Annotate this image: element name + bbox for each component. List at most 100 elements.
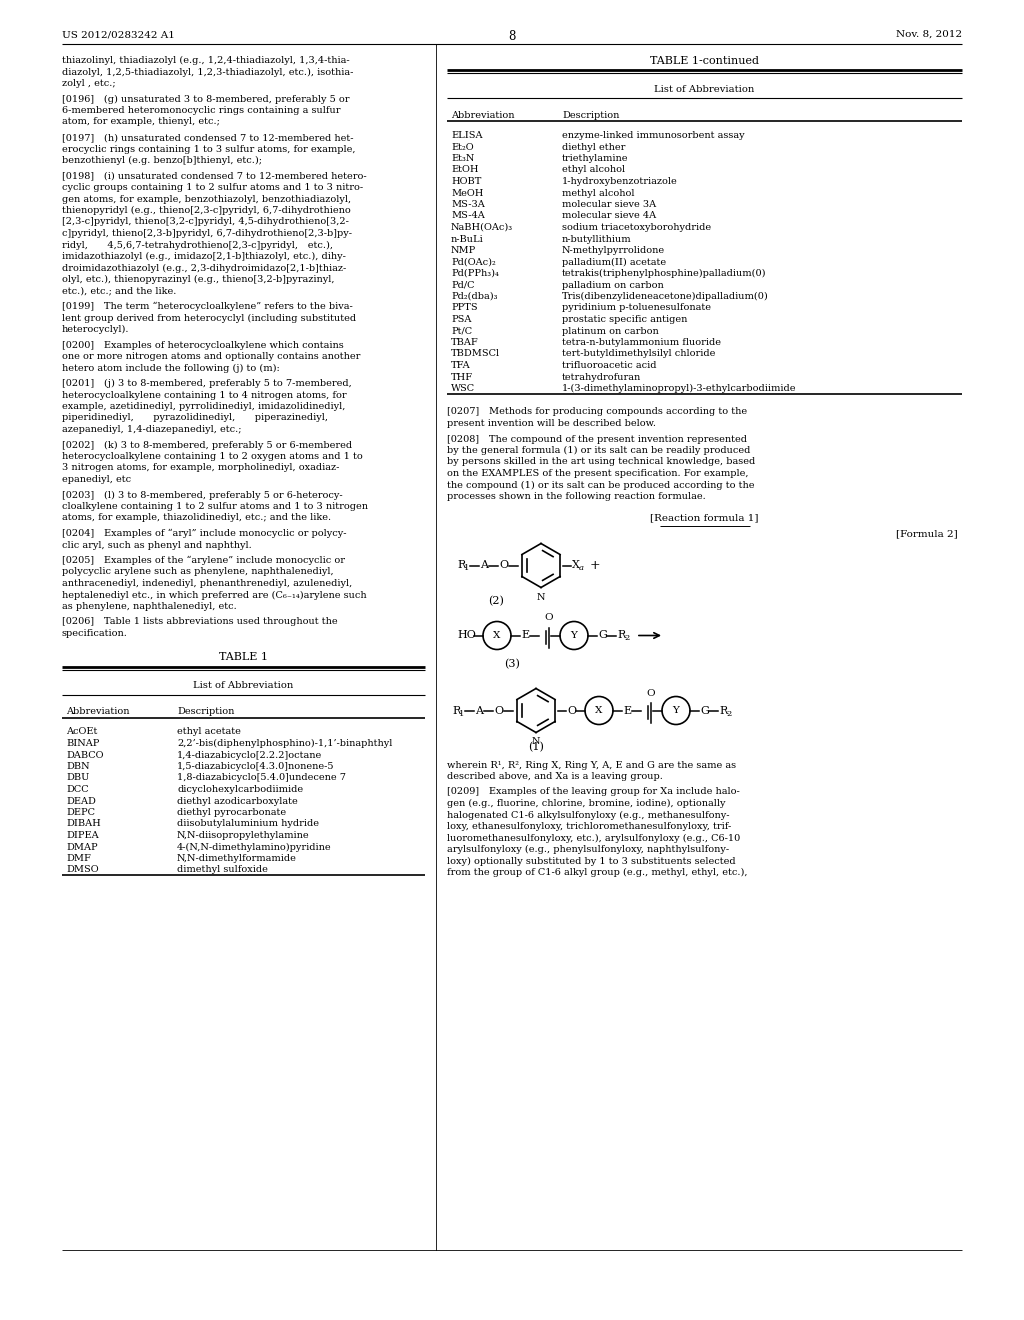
Text: anthracenediyl, indenediyl, phenanthrenediyl, azulenediyl,: anthracenediyl, indenediyl, phenanthrene… xyxy=(62,579,352,587)
Text: DEAD: DEAD xyxy=(66,796,96,805)
Text: a: a xyxy=(579,565,584,573)
Text: List of Abbreviation: List of Abbreviation xyxy=(194,681,294,690)
Text: diazolyl, 1,2,5-thiadiazolyl, 1,2,3-thiadiazolyl, etc.), isothia-: diazolyl, 1,2,5-thiadiazolyl, 1,2,3-thia… xyxy=(62,67,353,77)
Text: by persons skilled in the art using technical knowledge, based: by persons skilled in the art using tech… xyxy=(447,458,756,466)
Text: dimethyl sulfoxide: dimethyl sulfoxide xyxy=(177,866,268,874)
Text: polycyclic arylene such as phenylene, naphthalenediyl,: polycyclic arylene such as phenylene, na… xyxy=(62,568,334,577)
Text: platinum on carbon: platinum on carbon xyxy=(562,326,658,335)
Text: cloalkylene containing 1 to 2 sulfur atoms and 1 to 3 nitrogen: cloalkylene containing 1 to 2 sulfur ato… xyxy=(62,502,368,511)
Text: O: O xyxy=(647,689,655,697)
Text: Abbreviation: Abbreviation xyxy=(66,708,129,717)
Text: A: A xyxy=(480,561,488,570)
Text: diethyl pyrocarbonate: diethyl pyrocarbonate xyxy=(177,808,286,817)
Text: +: + xyxy=(586,558,601,572)
Text: 1,5-diazabicyclo[4.3.0]nonene-5: 1,5-diazabicyclo[4.3.0]nonene-5 xyxy=(177,762,335,771)
Text: EtOH: EtOH xyxy=(451,165,478,174)
Text: DIPEA: DIPEA xyxy=(66,832,98,840)
Text: DEPC: DEPC xyxy=(66,808,95,817)
Text: enzyme-linked immunosorbent assay: enzyme-linked immunosorbent assay xyxy=(562,131,744,140)
Text: benzothienyl (e.g. benzo[b]thienyl, etc.);: benzothienyl (e.g. benzo[b]thienyl, etc.… xyxy=(62,156,262,165)
Text: E: E xyxy=(623,705,631,715)
Text: halogenated C1-6 alkylsulfonyloxy (e.g., methanesulfony-: halogenated C1-6 alkylsulfonyloxy (e.g.,… xyxy=(447,810,729,820)
Text: [0204] Examples of “aryl” include monocyclic or polycy-: [0204] Examples of “aryl” include monocy… xyxy=(62,529,346,539)
Text: Description: Description xyxy=(562,111,620,120)
Text: Description: Description xyxy=(177,708,234,717)
Text: tetrahydrofuran: tetrahydrofuran xyxy=(562,372,641,381)
Text: atom, for example, thienyl, etc.;: atom, for example, thienyl, etc.; xyxy=(62,117,220,127)
Text: prostatic specific antigen: prostatic specific antigen xyxy=(562,315,687,323)
Text: R: R xyxy=(719,705,727,715)
Text: N,N-dimethylformamide: N,N-dimethylformamide xyxy=(177,854,297,863)
Text: [0198] (i) unsaturated condensed 7 to 12-membered hetero-: [0198] (i) unsaturated condensed 7 to 12… xyxy=(62,172,367,181)
Text: as phenylene, naphthalenediyl, etc.: as phenylene, naphthalenediyl, etc. xyxy=(62,602,237,611)
Text: (1): (1) xyxy=(528,742,544,752)
Text: 2,2’-bis(diphenylphosphino)-1,1’-binaphthyl: 2,2’-bis(diphenylphosphino)-1,1’-binapht… xyxy=(177,739,392,748)
Text: diethyl azodicarboxylate: diethyl azodicarboxylate xyxy=(177,796,298,805)
Text: palladium on carbon: palladium on carbon xyxy=(562,281,664,289)
Text: heterocyclyl).: heterocyclyl). xyxy=(62,325,129,334)
Text: epanediyl, etc: epanediyl, etc xyxy=(62,475,131,484)
Text: DMAP: DMAP xyxy=(66,842,97,851)
Text: on the EXAMPLES of the present specification. For example,: on the EXAMPLES of the present specifica… xyxy=(447,469,749,478)
Text: Tris(dibenzylideneacetone)dipalladium(0): Tris(dibenzylideneacetone)dipalladium(0) xyxy=(562,292,769,301)
Text: Nov. 8, 2012: Nov. 8, 2012 xyxy=(896,30,962,40)
Text: [0197] (h) unsaturated condensed 7 to 12-membered het-: [0197] (h) unsaturated condensed 7 to 12… xyxy=(62,133,353,143)
Text: A: A xyxy=(475,705,483,715)
Text: R: R xyxy=(617,631,626,640)
Text: 1-(3-dimethylaminopropyl)-3-ethylcarbodiimide: 1-(3-dimethylaminopropyl)-3-ethylcarbodi… xyxy=(562,384,797,393)
Text: [2,3-c]pyridyl, thieno[3,2-c]pyridyl, 4,5-dihydrothieno[3,2-: [2,3-c]pyridyl, thieno[3,2-c]pyridyl, 4,… xyxy=(62,218,349,227)
Text: Pd(PPh₃)₄: Pd(PPh₃)₄ xyxy=(451,269,499,279)
Text: from the group of C1-6 alkyl group (e.g., methyl, ethyl, etc.),: from the group of C1-6 alkyl group (e.g.… xyxy=(447,869,748,876)
Text: O: O xyxy=(545,614,553,623)
Text: List of Abbreviation: List of Abbreviation xyxy=(654,84,755,94)
Text: O: O xyxy=(494,705,503,715)
Text: HOBT: HOBT xyxy=(451,177,481,186)
Text: N: N xyxy=(537,593,545,602)
Text: heptalenediyl etc., in which preferred are (C₆₋₁₄)arylene such: heptalenediyl etc., in which preferred a… xyxy=(62,590,367,599)
Text: gen (e.g., fluorine, chlorine, bromine, iodine), optionally: gen (e.g., fluorine, chlorine, bromine, … xyxy=(447,799,725,808)
Text: [0209] Examples of the leaving group for Xa include halo-: [0209] Examples of the leaving group for… xyxy=(447,788,739,796)
Text: THF: THF xyxy=(451,372,473,381)
Text: NMP: NMP xyxy=(451,246,476,255)
Text: 3 nitrogen atoms, for example, morpholinediyl, oxadiaz-: 3 nitrogen atoms, for example, morpholin… xyxy=(62,463,339,473)
Text: HO: HO xyxy=(457,631,476,640)
Text: thienopyridyl (e.g., thieno[2,3-c]pyridyl, 6,7-dihydrothieno: thienopyridyl (e.g., thieno[2,3-c]pyridy… xyxy=(62,206,351,215)
Text: present invention will be described below.: present invention will be described belo… xyxy=(447,418,656,428)
Text: DMSO: DMSO xyxy=(66,866,98,874)
Text: MeOH: MeOH xyxy=(451,189,483,198)
Text: clic aryl, such as phenyl and naphthyl.: clic aryl, such as phenyl and naphthyl. xyxy=(62,540,252,549)
Text: c]pyridyl, thieno[2,3-b]pyridyl, 6,7-dihydrothieno[2,3-b]py-: c]pyridyl, thieno[2,3-b]pyridyl, 6,7-dih… xyxy=(62,228,352,238)
Text: Pd(OAc)₂: Pd(OAc)₂ xyxy=(451,257,496,267)
Text: 1,4-diazabicyclo[2.2.2]octane: 1,4-diazabicyclo[2.2.2]octane xyxy=(177,751,323,759)
Text: thiazolinyl, thiadiazolyl (e.g., 1,2,4-thiadiazolyl, 1,3,4-thia-: thiazolinyl, thiadiazolyl (e.g., 1,2,4-t… xyxy=(62,55,349,65)
Text: DABCO: DABCO xyxy=(66,751,103,759)
Text: 1,8-diazabicyclo[5.4.0]undecene 7: 1,8-diazabicyclo[5.4.0]undecene 7 xyxy=(177,774,346,783)
Text: wherein R¹, R², Ring X, Ring Y, A, E and G are the same as: wherein R¹, R², Ring X, Ring Y, A, E and… xyxy=(447,760,736,770)
Text: MS-3A: MS-3A xyxy=(451,201,484,209)
Text: O: O xyxy=(499,561,508,570)
Text: PSA: PSA xyxy=(451,315,471,323)
Text: Abbreviation: Abbreviation xyxy=(451,111,514,120)
Text: n-butyllithium: n-butyllithium xyxy=(562,235,632,243)
Text: TFA: TFA xyxy=(451,360,471,370)
Text: 6-membered heteromonocyclic rings containing a sulfur: 6-membered heteromonocyclic rings contai… xyxy=(62,106,341,115)
Text: olyl, etc.), thienopyrazinyl (e.g., thieno[3,2-b]pyrazinyl,: olyl, etc.), thienopyrazinyl (e.g., thie… xyxy=(62,275,335,284)
Text: methyl alcohol: methyl alcohol xyxy=(562,189,635,198)
Text: PPTS: PPTS xyxy=(451,304,477,313)
Text: [0207] Methods for producing compounds according to the: [0207] Methods for producing compounds a… xyxy=(447,408,748,417)
Text: (2): (2) xyxy=(488,595,504,606)
Text: ELISA: ELISA xyxy=(451,131,482,140)
Text: arylsulfonyloxy (e.g., phenylsulfonyloxy, naphthylsulfony-: arylsulfonyloxy (e.g., phenylsulfonyloxy… xyxy=(447,845,729,854)
Text: loxy) optionally substituted by 1 to 3 substituents selected: loxy) optionally substituted by 1 to 3 s… xyxy=(447,857,735,866)
Text: TABLE 1-continued: TABLE 1-continued xyxy=(650,55,759,66)
Text: diisobutylaluminium hydride: diisobutylaluminium hydride xyxy=(177,820,319,829)
Text: N: N xyxy=(531,738,541,747)
Text: Pd/C: Pd/C xyxy=(451,281,474,289)
Text: DCC: DCC xyxy=(66,785,89,795)
Text: cyclic groups containing 1 to 2 sulfur atoms and 1 to 3 nitro-: cyclic groups containing 1 to 2 sulfur a… xyxy=(62,183,364,191)
Text: AcOEt: AcOEt xyxy=(66,727,97,737)
Text: 1: 1 xyxy=(464,565,469,573)
Text: one or more nitrogen atoms and optionally contains another: one or more nitrogen atoms and optionall… xyxy=(62,352,360,360)
Text: tert-butyldimethylsilyl chloride: tert-butyldimethylsilyl chloride xyxy=(562,350,716,359)
Text: [0203] (l) 3 to 8-membered, preferably 5 or 6-heterocy-: [0203] (l) 3 to 8-membered, preferably 5… xyxy=(62,491,343,500)
